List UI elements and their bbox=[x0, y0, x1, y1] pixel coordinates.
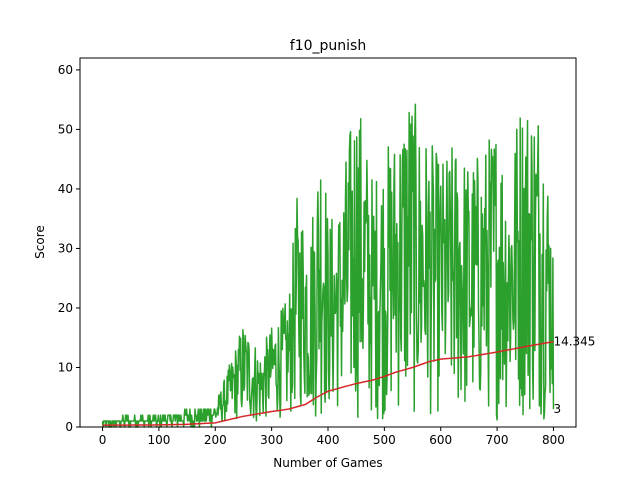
chart-title: f10_punish bbox=[290, 38, 366, 54]
y-tick-label: 40 bbox=[58, 182, 73, 196]
score-series-line bbox=[101, 103, 555, 428]
x-axis: 0 100 200 300 400 500 600 700 800 bbox=[99, 427, 565, 447]
x-tick-label: 700 bbox=[486, 433, 509, 447]
y-tick-label: 0 bbox=[65, 420, 73, 434]
y-tick-label: 60 bbox=[58, 63, 73, 77]
y-tick-label: 30 bbox=[58, 241, 73, 255]
score-last-value-label: 3 bbox=[553, 402, 561, 416]
y-tick-label: 10 bbox=[58, 360, 73, 374]
plot-area bbox=[101, 103, 555, 428]
x-tick-label: 100 bbox=[147, 433, 170, 447]
x-axis-label: Number of Games bbox=[273, 456, 382, 470]
y-axis-label: Score bbox=[33, 225, 47, 259]
mean-series-line bbox=[102, 340, 554, 426]
y-tick-label: 50 bbox=[58, 122, 73, 136]
x-tick-label: 500 bbox=[373, 433, 396, 447]
y-tick-label: 20 bbox=[58, 301, 73, 315]
x-tick-label: 300 bbox=[260, 433, 283, 447]
mean-last-value-label: 14.345 bbox=[553, 335, 595, 349]
x-tick-label: 400 bbox=[317, 433, 340, 447]
x-tick-label: 0 bbox=[99, 433, 107, 447]
x-tick-label: 600 bbox=[429, 433, 452, 447]
x-tick-label: 200 bbox=[204, 433, 227, 447]
y-axis: 0 10 20 30 40 50 60 bbox=[58, 63, 80, 434]
x-tick-label: 800 bbox=[542, 433, 565, 447]
